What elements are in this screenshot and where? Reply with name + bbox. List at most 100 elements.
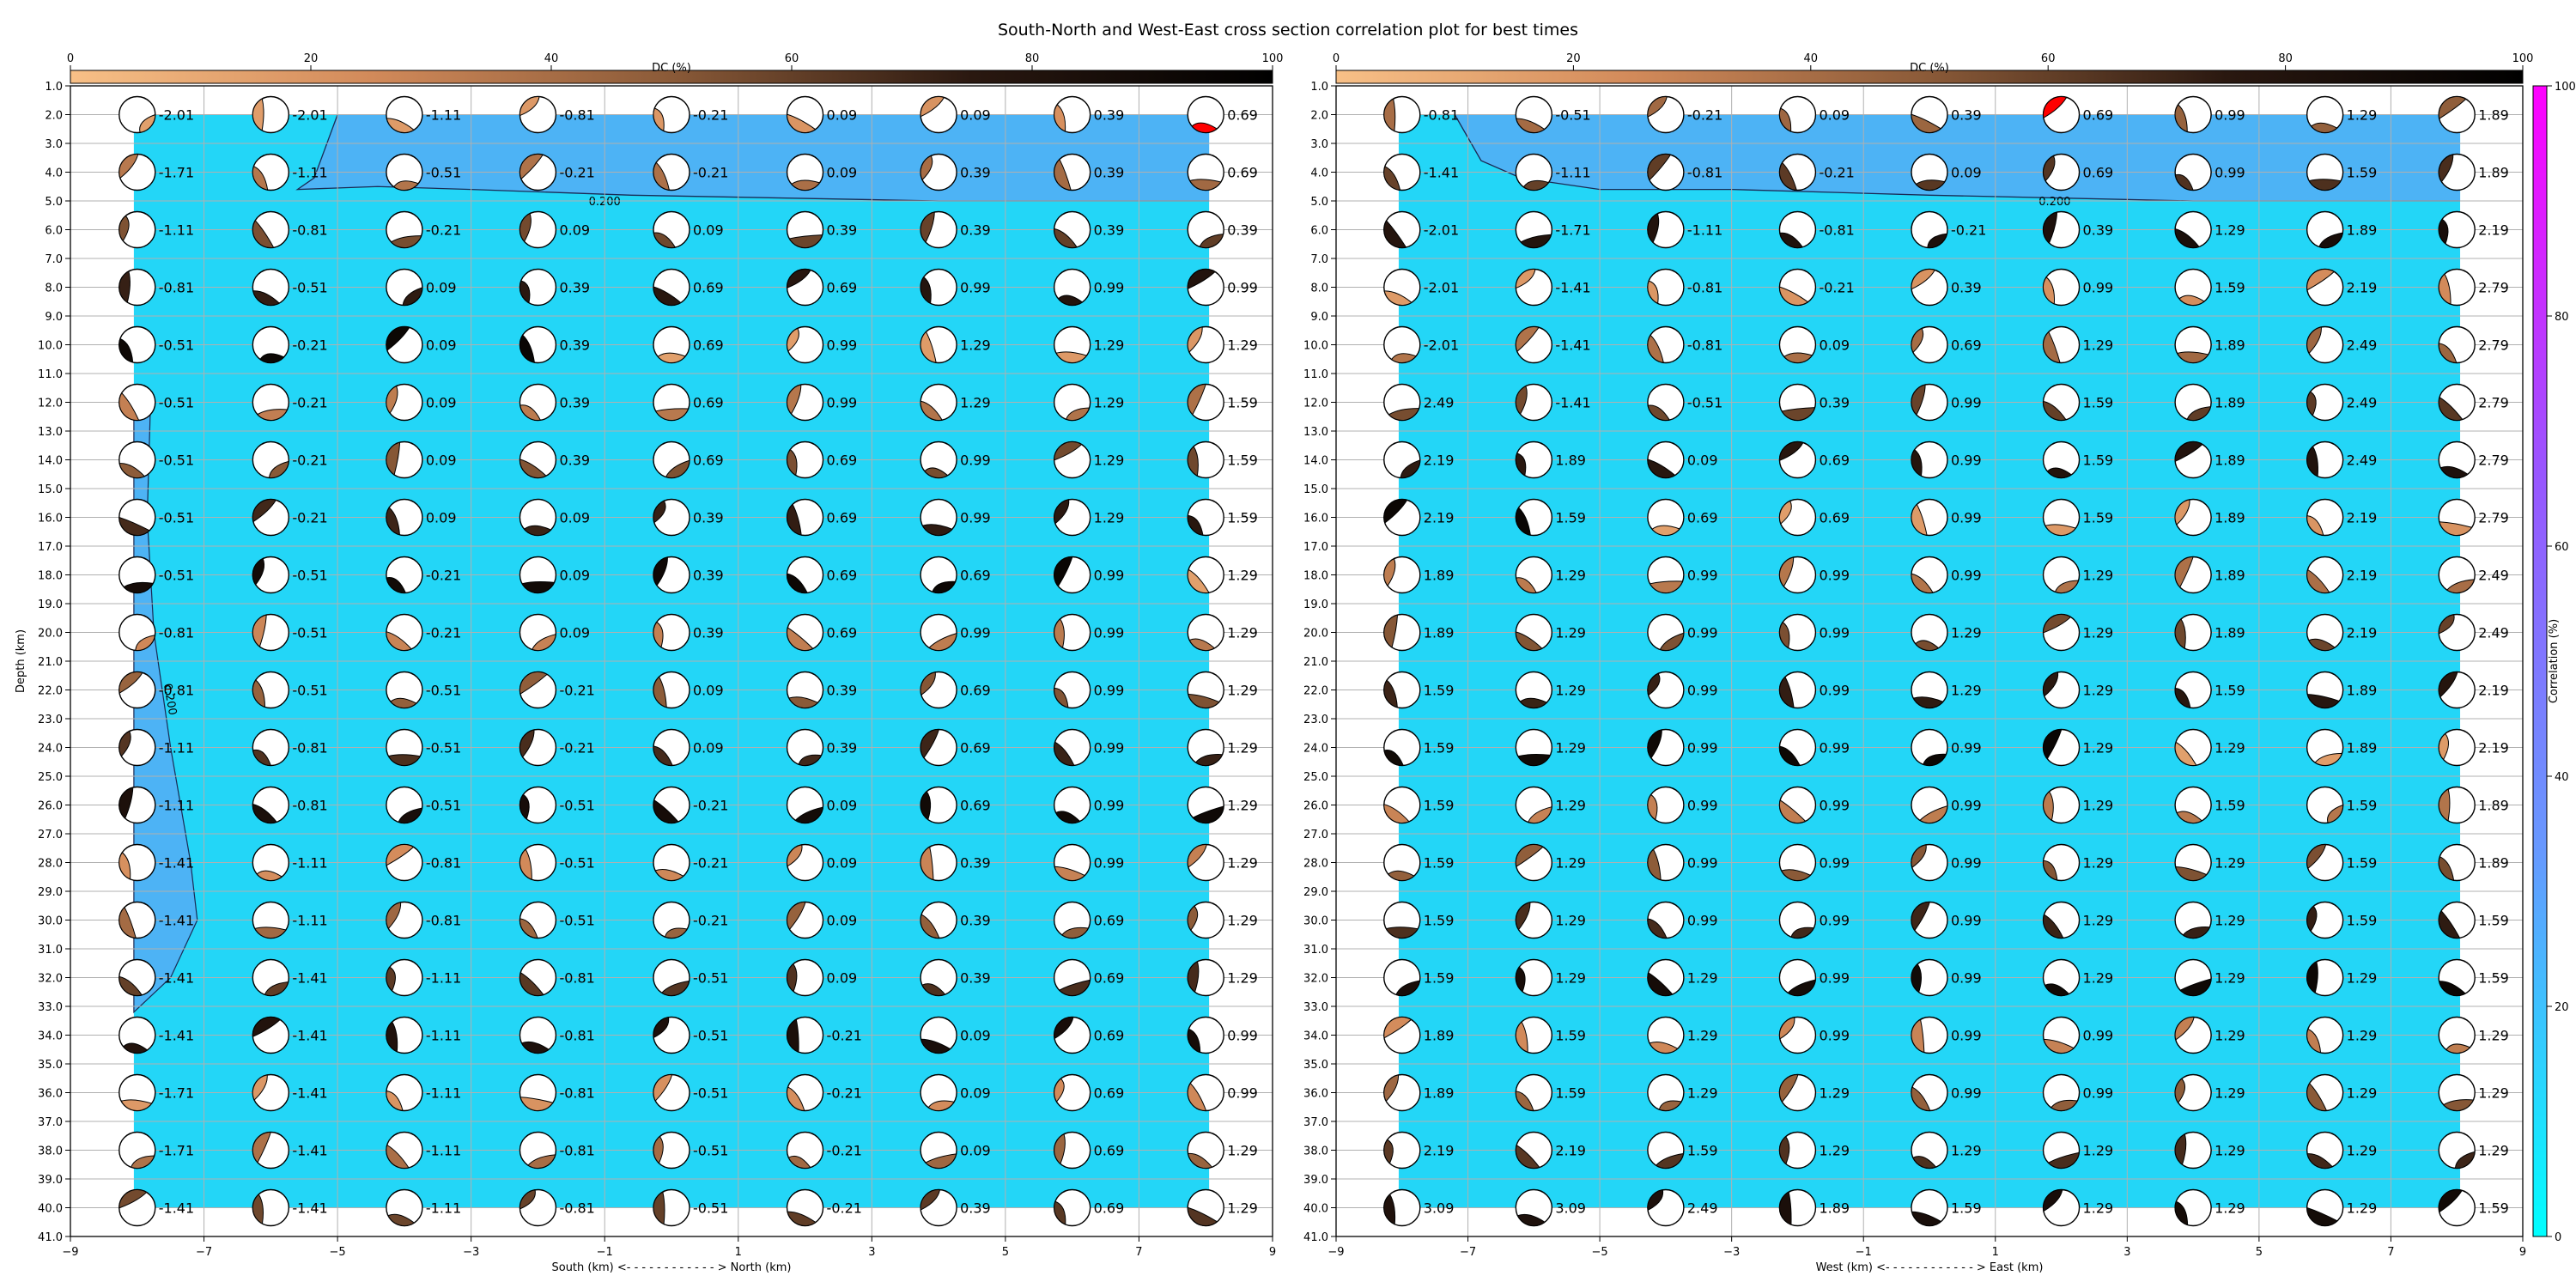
shift-label: -0.81 [159, 683, 194, 699]
beachball-compression [252, 803, 277, 823]
shift-label: 1.29 [2215, 855, 2245, 872]
beachball: -0.81 [519, 1016, 595, 1054]
beachball: -0.51 [653, 1131, 728, 1170]
beachball-compression [920, 1038, 951, 1054]
beachball: 0.99 [2042, 1073, 2113, 1112]
beachball-compression [1915, 179, 1946, 191]
shift-label: -0.51 [559, 913, 594, 929]
beachball-compression [1647, 971, 1674, 996]
beachball-compression [1515, 1144, 1540, 1169]
beachball-compression [787, 327, 799, 352]
x-tick-label: 3 [2123, 1246, 2130, 1259]
beachball: 0.99 [1647, 556, 1718, 594]
shift-label: 1.29 [2083, 1143, 2114, 1159]
beachball-compression [118, 337, 134, 363]
beachball: 1.89 [1383, 1016, 1454, 1054]
shift-label: 0.09 [426, 510, 457, 526]
beachball: 0.69 [1053, 1188, 1124, 1227]
beachball-compression [1778, 1017, 1795, 1040]
beachball: 0.99 [1778, 843, 1850, 882]
beachball: -0.21 [786, 1188, 862, 1227]
beachball: 1.59 [2306, 901, 2377, 939]
x-tick-label: −9 [62, 1246, 78, 1259]
beachball-compression [653, 556, 668, 586]
beachball-compression [1187, 961, 1200, 993]
beachball-compression [653, 500, 666, 524]
beachball-compression [122, 1042, 149, 1054]
dc-colorbar-label: DC (%) [652, 62, 691, 75]
beachball-compression [1516, 1213, 1546, 1226]
beachball-compression [1188, 638, 1216, 651]
beachball-compression [920, 211, 935, 243]
shift-label: 1.29 [960, 337, 991, 354]
beachball-compression [1400, 459, 1421, 478]
beachball-compression [2306, 1082, 2328, 1111]
shift-label: 1.29 [2215, 970, 2245, 987]
shift-label: -0.51 [159, 337, 194, 354]
shift-label: 1.59 [1227, 395, 1258, 411]
beachball: -2.01 [252, 95, 328, 134]
shift-label: 1.29 [1227, 1200, 1258, 1217]
shift-label: 1.59 [1424, 683, 1455, 699]
shift-label: 2.19 [2347, 568, 2378, 584]
beachball-compression [1187, 1028, 1201, 1054]
beachball: 1.59 [1383, 958, 1454, 997]
beachball: 1.29 [1187, 958, 1258, 997]
beachball-compression [1515, 843, 1544, 868]
shift-label: 0.39 [1094, 165, 1125, 181]
y-tick-label: 18.0 [38, 570, 63, 583]
beachball: 2.19 [2438, 728, 2509, 767]
beachball: 0.39 [519, 325, 590, 364]
beachball: -2.01 [1383, 210, 1459, 249]
shift-label: 0.99 [1819, 740, 1850, 756]
beachball: -1.41 [252, 958, 328, 997]
beachball-compression [1388, 870, 1415, 881]
shift-label: 1.89 [1424, 1085, 1455, 1102]
shift-label: 1.89 [2347, 683, 2378, 699]
beachball-compression [1911, 1211, 1942, 1226]
y-tick-label: 40.0 [38, 1203, 63, 1216]
beachball-compression [920, 671, 936, 696]
dc-tick-label: 40 [544, 52, 559, 65]
beachball-compression [2043, 96, 2068, 118]
beachball-compression [2310, 122, 2338, 133]
dc-tick-label: 80 [1025, 52, 1040, 65]
shift-label: 1.29 [2347, 1085, 2378, 1102]
beachball: 0.39 [920, 210, 991, 249]
beachball: -0.51 [1515, 95, 1591, 134]
beachball-compression [2306, 515, 2324, 536]
beachball: 0.69 [786, 556, 857, 594]
beachball-compression [1385, 927, 1419, 939]
shift-label: 1.89 [2215, 568, 2245, 584]
shift-label: 0.99 [1094, 568, 1125, 584]
beachball-compression [1054, 741, 1075, 766]
shift-label: -0.81 [1687, 280, 1722, 296]
beachball-compression [925, 1153, 957, 1169]
beachball-compression [256, 870, 283, 881]
shift-label: 1.89 [2215, 625, 2245, 641]
shift-label: 0.99 [1819, 568, 1850, 584]
beachball: 1.29 [2306, 1073, 2378, 1112]
shift-label: 1.29 [1951, 1143, 1982, 1159]
beachball-compression [118, 975, 143, 996]
beachball: 1.29 [1515, 671, 1586, 709]
beachball-compression [794, 806, 823, 823]
beachball: 0.69 [653, 325, 724, 364]
beachball-compression [1778, 621, 1790, 649]
beachball-compression [519, 848, 532, 880]
beachball: 0.99 [1778, 901, 1850, 939]
beachball: -0.51 [653, 958, 728, 997]
beachball-compression [1383, 166, 1401, 191]
shift-label: 1.29 [2478, 1028, 2509, 1044]
beachball-compression [1187, 269, 1216, 290]
beachball: -0.51 [118, 498, 194, 537]
y-tick-label: 26.0 [1303, 800, 1328, 813]
correlation-tick-label: 80 [2555, 311, 2569, 324]
shift-label: 0.99 [1819, 913, 1850, 929]
y-tick-label: 11.0 [38, 368, 63, 381]
shift-label: 1.29 [2215, 740, 2245, 756]
beachball-compression [1778, 745, 1801, 766]
beachball-compression [787, 1211, 817, 1226]
beachball: 1.89 [2306, 671, 2378, 709]
